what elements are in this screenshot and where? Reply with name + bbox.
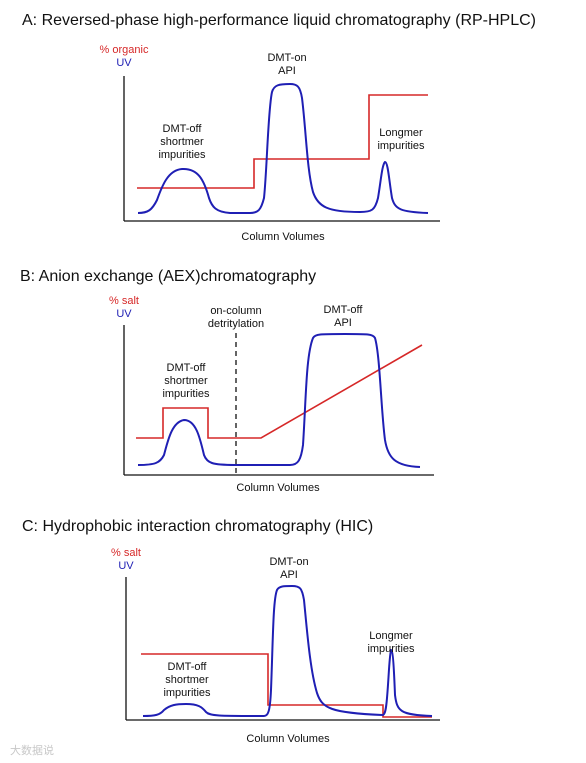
panel-a-ylabel-blue: UV	[116, 57, 132, 69]
panel-c-annotation-longmer-1: Longmer	[369, 630, 413, 642]
panel-a-annotation-shortmer-3: impurities	[158, 149, 206, 161]
panel-b-annotation-api-1: DMT-off	[324, 304, 364, 316]
panel-a-annotation-shortmer-1: DMT-off	[163, 123, 203, 135]
panel-c-ylabel-red: % salt	[111, 547, 141, 559]
panel-b-annotation-detrit-1: on-column	[210, 305, 261, 317]
panel-b-ylabel-red: % salt	[109, 295, 139, 307]
panel-c-annotation-shortmer-3: impurities	[163, 687, 211, 699]
panel-b-title: B: Anion exchange (AEX)chromatography	[20, 268, 317, 285]
panel-c-uv-trace	[142, 584, 433, 718]
panel-c-ylabel-blue: UV	[118, 560, 134, 572]
panel-a-annotation-shortmer-2: shortmer	[160, 136, 204, 148]
panel-c-xlabel: Column Volumes	[246, 733, 330, 745]
panel-a-gradient-line	[137, 94, 428, 189]
panel-b-annotation-detrit-2: detritylation	[208, 318, 264, 330]
panel-b-annotation-api-2: API	[334, 317, 352, 329]
panel-c-annotation-api-2: API	[280, 569, 298, 581]
panel-b-ylabel-blue: UV	[116, 308, 132, 320]
panel-c-annotation-shortmer-1: DMT-off	[168, 661, 208, 673]
panel-b-annotation-shortmer-3: impurities	[162, 388, 210, 400]
panel-a-annotation-api-1: DMT-on	[267, 52, 306, 64]
panel-a-annotation-longmer-2: impurities	[377, 140, 425, 152]
panel-a-ylabel-red: % organic	[100, 44, 149, 56]
panel-a-annotation-longmer-1: Longmer	[379, 127, 423, 139]
watermark: 大数据说	[10, 745, 54, 757]
panel-c-annotation-shortmer-2: shortmer	[165, 674, 209, 686]
panel-b-gradient-line	[136, 344, 423, 439]
panel-b-xlabel: Column Volumes	[236, 482, 320, 494]
panel-a-title: A: Reversed-phase high-performance liqui…	[22, 12, 537, 29]
panel-c-title: C: Hydrophobic interaction chromatograph…	[22, 518, 374, 535]
panel-b-annotation-shortmer-1: DMT-off	[167, 362, 207, 374]
panel-b-annotation-shortmer-2: shortmer	[164, 375, 208, 387]
panel-c-annotation-api-1: DMT-on	[269, 556, 308, 568]
panel-a-annotation-api-2: API	[278, 65, 296, 77]
panel-a-xlabel: Column Volumes	[241, 231, 325, 243]
panel-b-uv-trace	[137, 333, 421, 468]
panel-a-uv-trace	[137, 82, 429, 214]
panel-c-annotation-longmer-2: impurities	[367, 643, 415, 655]
